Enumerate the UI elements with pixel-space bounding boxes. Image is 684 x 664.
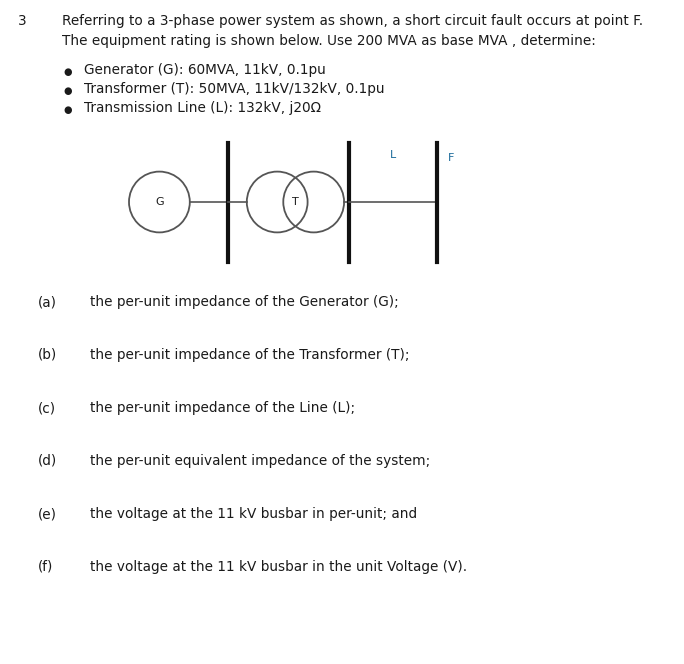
Text: ●: ● bbox=[63, 86, 72, 96]
Text: the per-unit impedance of the Line (L);: the per-unit impedance of the Line (L); bbox=[90, 401, 355, 415]
Text: F: F bbox=[448, 153, 455, 163]
Text: G: G bbox=[155, 197, 163, 207]
Text: (d): (d) bbox=[38, 454, 57, 468]
Text: T: T bbox=[292, 197, 299, 207]
Text: the per-unit equivalent impedance of the system;: the per-unit equivalent impedance of the… bbox=[90, 454, 430, 468]
Text: the per-unit impedance of the Generator (G);: the per-unit impedance of the Generator … bbox=[90, 295, 399, 309]
Text: the voltage at the 11 kV busbar in the unit Voltage (V).: the voltage at the 11 kV busbar in the u… bbox=[90, 560, 467, 574]
Text: (f): (f) bbox=[38, 560, 53, 574]
Text: (c): (c) bbox=[38, 401, 56, 415]
Text: Transformer (T): 50MVA, 11kV/132kV, 0.1pu: Transformer (T): 50MVA, 11kV/132kV, 0.1p… bbox=[84, 82, 384, 96]
Text: L: L bbox=[390, 150, 396, 160]
Text: Transmission Line (L): 132kV, j20Ω: Transmission Line (L): 132kV, j20Ω bbox=[84, 101, 321, 115]
Text: (a): (a) bbox=[38, 295, 57, 309]
Text: (b): (b) bbox=[38, 348, 57, 362]
Text: ●: ● bbox=[63, 67, 72, 77]
Text: the per-unit impedance of the Transformer (T);: the per-unit impedance of the Transforme… bbox=[90, 348, 410, 362]
Text: The equipment rating is shown below. Use 200 MVA as base MVA , determine:: The equipment rating is shown below. Use… bbox=[62, 34, 596, 48]
Text: Generator (G): 60MVA, 11kV, 0.1pu: Generator (G): 60MVA, 11kV, 0.1pu bbox=[84, 63, 326, 77]
Text: the voltage at the 11 kV busbar in per-unit; and: the voltage at the 11 kV busbar in per-u… bbox=[90, 507, 417, 521]
Text: (e): (e) bbox=[38, 507, 57, 521]
Text: ●: ● bbox=[63, 105, 72, 115]
Text: 3: 3 bbox=[18, 14, 27, 28]
Text: Referring to a 3-phase power system as shown, a short circuit fault occurs at po: Referring to a 3-phase power system as s… bbox=[62, 14, 643, 28]
